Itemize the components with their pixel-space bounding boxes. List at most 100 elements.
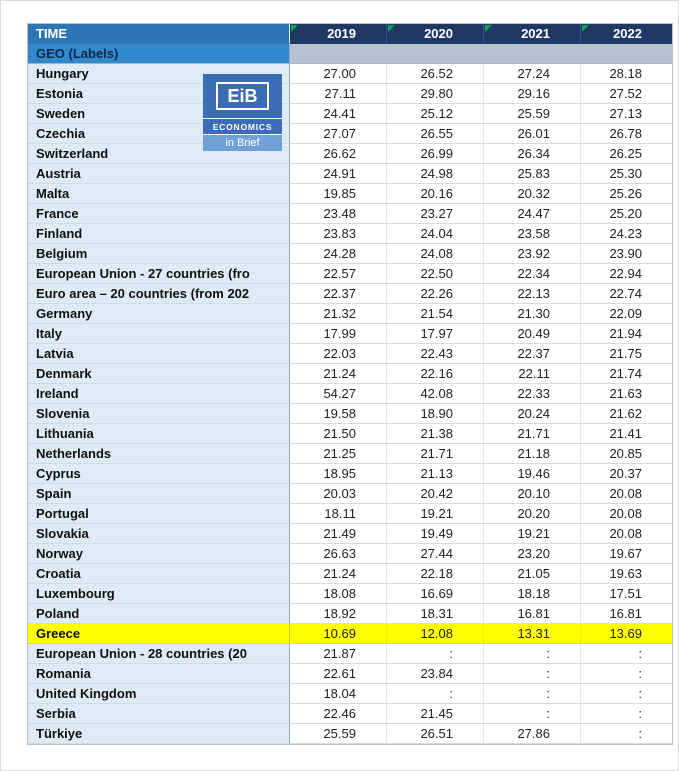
value-cell[interactable]: 16.69 (387, 584, 484, 604)
value-cell[interactable]: 22.33 (484, 384, 581, 404)
value-cell[interactable]: 20.85 (581, 444, 672, 464)
value-cell[interactable]: 27.11 (290, 84, 387, 104)
value-cell[interactable]: 22.37 (484, 344, 581, 364)
value-cell[interactable]: : (484, 684, 581, 704)
value-cell[interactable]: 26.78 (581, 124, 672, 144)
value-cell[interactable]: 26.01 (484, 124, 581, 144)
country-name-cell[interactable]: Romania (28, 664, 290, 684)
time-header-cell[interactable]: TIME (28, 24, 290, 44)
value-cell[interactable]: 21.74 (581, 364, 672, 384)
value-cell[interactable]: 20.08 (581, 524, 672, 544)
value-cell[interactable]: 23.58 (484, 224, 581, 244)
value-cell[interactable]: 19.63 (581, 564, 672, 584)
value-cell[interactable]: : (581, 704, 672, 724)
value-cell[interactable]: 21.71 (387, 444, 484, 464)
value-cell[interactable]: 22.11 (484, 364, 581, 384)
value-cell[interactable]: 23.20 (484, 544, 581, 564)
value-cell[interactable]: 26.52 (387, 64, 484, 84)
value-cell[interactable]: 16.81 (581, 604, 672, 624)
value-cell[interactable]: 20.10 (484, 484, 581, 504)
value-cell[interactable]: 26.63 (290, 544, 387, 564)
value-cell[interactable]: 24.23 (581, 224, 672, 244)
value-cell[interactable]: 20.16 (387, 184, 484, 204)
value-cell[interactable]: 24.08 (387, 244, 484, 264)
country-name-cell[interactable]: Netherlands (28, 444, 290, 464)
value-cell[interactable]: 23.92 (484, 244, 581, 264)
value-cell[interactable]: 21.75 (581, 344, 672, 364)
value-cell[interactable]: 25.20 (581, 204, 672, 224)
value-cell[interactable]: 22.74 (581, 284, 672, 304)
value-cell[interactable]: 24.98 (387, 164, 484, 184)
value-cell[interactable]: 25.83 (484, 164, 581, 184)
value-cell[interactable]: 20.20 (484, 504, 581, 524)
value-cell[interactable]: 18.90 (387, 404, 484, 424)
value-cell[interactable]: 21.50 (290, 424, 387, 444)
value-cell[interactable]: 21.62 (581, 404, 672, 424)
country-name-cell[interactable]: Malta (28, 184, 290, 204)
value-cell[interactable]: 42.08 (387, 384, 484, 404)
year-header-cell[interactable]: 2022 (581, 24, 672, 44)
value-cell[interactable]: : (484, 644, 581, 664)
value-cell[interactable]: 21.41 (581, 424, 672, 444)
value-cell[interactable]: : (581, 724, 672, 744)
value-cell[interactable]: 19.46 (484, 464, 581, 484)
value-cell[interactable]: 21.38 (387, 424, 484, 444)
year-header-cell[interactable]: 2020 (387, 24, 484, 44)
value-cell[interactable]: 27.86 (484, 724, 581, 744)
value-cell[interactable]: 21.32 (290, 304, 387, 324)
value-cell[interactable]: 24.04 (387, 224, 484, 244)
value-cell[interactable]: 19.58 (290, 404, 387, 424)
country-name-cell[interactable]: Germany (28, 304, 290, 324)
country-name-cell[interactable]: Ireland (28, 384, 290, 404)
value-cell[interactable]: 23.48 (290, 204, 387, 224)
value-cell[interactable]: : (581, 684, 672, 704)
value-cell[interactable]: 21.25 (290, 444, 387, 464)
value-cell[interactable]: 27.00 (290, 64, 387, 84)
value-cell[interactable]: 26.34 (484, 144, 581, 164)
value-cell[interactable]: 21.18 (484, 444, 581, 464)
value-cell[interactable]: 19.21 (484, 524, 581, 544)
value-cell[interactable]: 22.34 (484, 264, 581, 284)
value-cell[interactable]: 13.69 (581, 624, 672, 644)
value-cell[interactable]: 20.32 (484, 184, 581, 204)
value-cell[interactable]: 22.09 (581, 304, 672, 324)
value-cell[interactable]: 18.92 (290, 604, 387, 624)
value-cell[interactable]: 26.55 (387, 124, 484, 144)
value-cell[interactable]: 21.94 (581, 324, 672, 344)
value-cell[interactable]: 24.41 (290, 104, 387, 124)
value-cell[interactable]: 26.51 (387, 724, 484, 744)
value-cell[interactable]: : (387, 644, 484, 664)
value-cell[interactable]: 18.18 (484, 584, 581, 604)
country-name-cell[interactable]: Poland (28, 604, 290, 624)
country-name-cell[interactable]: Norway (28, 544, 290, 564)
value-cell[interactable]: 20.37 (581, 464, 672, 484)
country-name-cell[interactable]: Denmark (28, 364, 290, 384)
value-cell[interactable]: 24.91 (290, 164, 387, 184)
value-cell[interactable]: 18.04 (290, 684, 387, 704)
value-cell[interactable]: 29.16 (484, 84, 581, 104)
value-cell[interactable]: 18.31 (387, 604, 484, 624)
value-cell[interactable]: 25.30 (581, 164, 672, 184)
country-name-cell[interactable]: Euro area – 20 countries (from 202 (28, 284, 290, 304)
value-cell[interactable]: 24.28 (290, 244, 387, 264)
value-cell[interactable]: 12.08 (387, 624, 484, 644)
value-cell[interactable]: 19.67 (581, 544, 672, 564)
value-cell[interactable]: 21.63 (581, 384, 672, 404)
country-name-cell[interactable]: Slovenia (28, 404, 290, 424)
country-name-cell[interactable]: Croatia (28, 564, 290, 584)
value-cell[interactable]: 25.59 (484, 104, 581, 124)
value-cell[interactable]: : (484, 704, 581, 724)
value-cell[interactable]: 27.52 (581, 84, 672, 104)
country-name-cell[interactable]: Cyprus (28, 464, 290, 484)
value-cell[interactable]: 20.42 (387, 484, 484, 504)
value-cell[interactable]: 26.99 (387, 144, 484, 164)
value-cell[interactable]: 29.80 (387, 84, 484, 104)
country-name-cell[interactable]: Slovakia (28, 524, 290, 544)
country-name-cell[interactable]: Latvia (28, 344, 290, 364)
country-name-cell[interactable]: Luxembourg (28, 584, 290, 604)
country-name-cell[interactable]: Serbia (28, 704, 290, 724)
country-name-cell[interactable]: European Union - 27 countries (fro (28, 264, 290, 284)
country-name-cell[interactable]: Italy (28, 324, 290, 344)
value-cell[interactable]: 22.18 (387, 564, 484, 584)
country-name-cell[interactable]: Türkiye (28, 724, 290, 744)
